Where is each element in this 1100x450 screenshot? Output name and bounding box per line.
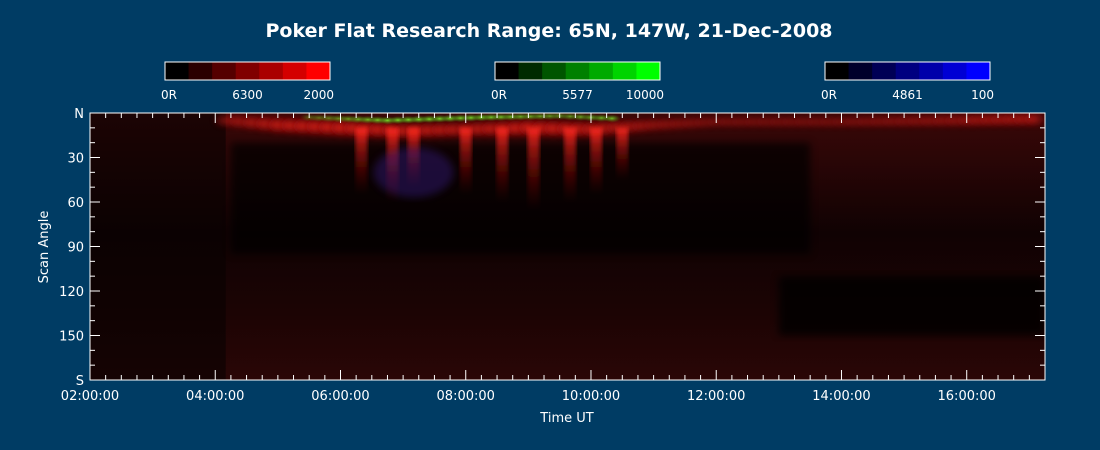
colorbar-wavelength-label: 6300 [232,88,263,102]
x-tick-label: 06:00:00 [311,389,369,404]
colorbar-swatch [825,62,850,80]
colorbar-swatch [848,62,873,80]
x-tick-label: 10:00:00 [562,389,620,404]
colorbar-6300: 0R 6300 2000 [161,61,334,102]
dark-region [90,113,226,380]
colorbar-swatch [589,62,614,80]
y-tick-label: S [76,374,84,389]
x-tick-label: 12:00:00 [687,389,745,404]
dark-region [778,276,1045,336]
colorbar-min-label: 0R [821,88,837,102]
x-axis: 02:00:00 04:00:00 06:00:00 08:00:00 10:00:00… [61,113,1030,404]
x-tick-label: 02:00:00 [61,389,119,404]
colorbar-min-label: 0R [491,88,507,102]
colorbar-group: 0R 6300 2000 0R 5577 10000 0R 4861 100 [161,61,994,102]
y-tick-label: 90 [67,241,84,256]
blue-emission-blob [373,147,454,198]
colorbar-frame [494,61,661,81]
aurora-emission-layer [90,113,1045,380]
colorbar-swatch [942,62,967,80]
colorbar-max-label: 100 [971,88,994,102]
colorbar-max-label: 2000 [303,88,334,102]
y-tick-label: N [74,107,84,122]
colorbar-swatch [872,62,897,80]
red-auroral-ray [496,127,509,202]
x-axis-label: Time UT [539,411,593,426]
y-tick-label: 60 [67,196,84,211]
colorbar-swatch [636,62,661,80]
y-tick-label: 30 [67,152,84,167]
colorbar-max-label: 10000 [626,88,664,102]
colorbar-swatch [565,62,590,80]
red-auroral-ray [355,127,368,195]
colorbar-swatch [495,62,520,80]
colorbar-swatch [235,62,260,80]
colorbar-swatch [919,62,944,80]
x-tick-label: 16:00:00 [938,389,996,404]
colorbar-swatch [612,62,637,80]
y-axis: N 30 60 90 120 150 S [59,107,1045,389]
colorbar-wavelength-label: 4861 [892,88,923,102]
y-tick-label: 150 [59,330,84,345]
colorbar-swatch [542,62,567,80]
x-tick-label: 04:00:00 [186,389,244,404]
y-axis-label: Scan Angle [37,211,52,284]
colorbar-swatch [895,62,920,80]
colorbar-swatch [165,62,190,80]
x-tick-label: 08:00:00 [437,389,495,404]
colorbar-swatch [188,62,213,80]
red-auroral-ray [616,127,629,180]
red-auroral-ray [590,127,603,195]
green-emission-blob [602,114,621,123]
colorbar-swatch [212,62,237,80]
red-emission-blob [1019,113,1045,129]
colorbar-4861: 0R 4861 100 [821,61,994,102]
dark-region [230,142,811,254]
chart-title: Poker Flat Research Range: 65N, 147W, 21… [265,20,832,42]
y-tick-label: 120 [59,285,84,300]
colorbar-frame [164,61,331,81]
x-tick-label: 14:00:00 [812,389,870,404]
red-auroral-ray [527,127,540,210]
colorbar-min-label: 0R [161,88,177,102]
colorbar-swatch [518,62,543,80]
colorbar-5577: 0R 5577 10000 [491,61,664,102]
colorbar-frame [824,61,991,81]
colorbar-swatch [306,62,331,80]
colorbar-swatch [282,62,307,80]
plot-area [89,112,1046,381]
colorbar-wavelength-label: 5577 [562,88,593,102]
colorbar-swatch [259,62,284,80]
colorbar-swatch [966,62,991,80]
red-auroral-ray [564,127,577,202]
red-auroral-ray [459,127,472,195]
